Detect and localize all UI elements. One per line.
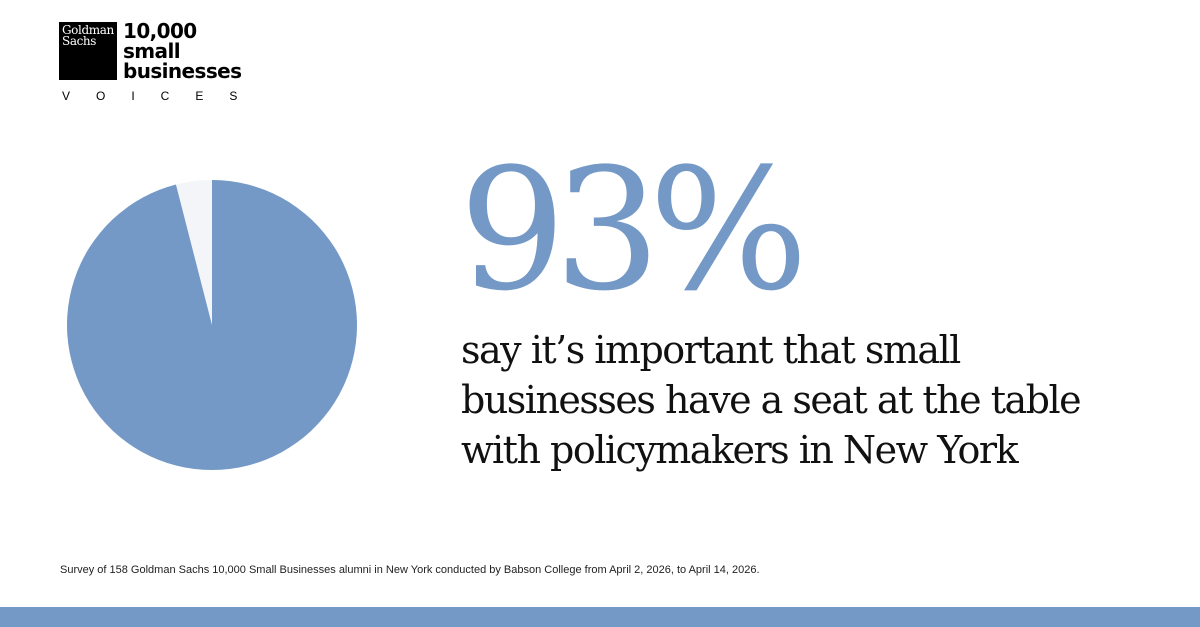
- statement-line-2: businesses have a seat at the table: [461, 378, 1082, 422]
- goldman-sachs-logo-box: Goldman Sachs: [59, 22, 117, 80]
- bottom-accent-bar: [0, 607, 1200, 627]
- survey-footnote: Survey of 158 Goldman Sachs 10,000 Small…: [60, 564, 760, 576]
- logo: Goldman Sachs 10,000 small businesses VO…: [59, 19, 264, 104]
- logo-tagline: VOICES: [62, 89, 264, 103]
- headline-percentage: 93%: [459, 132, 808, 328]
- statement-line-3: with policymakers in New York: [461, 428, 1019, 472]
- logo-line2: small: [123, 39, 181, 63]
- statement-line-1: say it’s important that small: [461, 328, 961, 372]
- pie-slice-1: [175, 180, 212, 325]
- logo-line1: 10,000: [123, 19, 197, 43]
- logo-box-line2: Sachs: [62, 34, 96, 48]
- logo-line3: businesses: [123, 59, 242, 83]
- pie-slice-0: [67, 180, 357, 470]
- logo-wordmark: 10,000 small businesses: [123, 19, 242, 83]
- statement-text: say it’s important that small businesses…: [461, 325, 1121, 475]
- logo-box-line1: Goldman: [62, 23, 114, 37]
- pie-chart: [67, 180, 357, 470]
